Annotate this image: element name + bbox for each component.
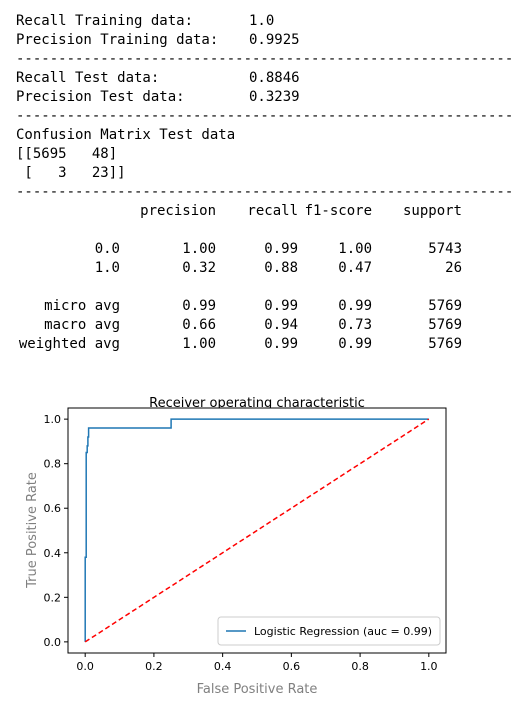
- report-cell: 0.99: [264, 336, 298, 352]
- y-tick-label: 0.4: [44, 547, 62, 560]
- report-row-label: micro avg: [44, 298, 120, 314]
- metric-label: Precision Test data:: [16, 89, 185, 105]
- metric-label: Precision Training data:: [16, 32, 219, 48]
- x-axis: 0.0 0.2 0.4 0.6 0.8 1.0: [76, 653, 438, 673]
- report-row: macro avg 0.66 0.94 0.73 5769: [16, 316, 511, 335]
- x-tick-label: 0.6: [283, 660, 301, 673]
- report-cell: 0.32: [182, 260, 216, 276]
- confusion-title: Confusion Matrix Test data: [16, 127, 236, 143]
- metric-value: 1.0: [249, 13, 275, 29]
- report-cell: 1.00: [338, 241, 372, 257]
- report-row-label: 0.0: [94, 241, 120, 257]
- confusion-line: [[5695 48]: [16, 146, 118, 162]
- x-tick-label: 0.0: [76, 660, 94, 673]
- report-cell: 0.99: [182, 298, 216, 314]
- report-cell: 0.99: [264, 241, 298, 257]
- metric-value: 0.9925: [249, 32, 300, 48]
- roc-chart: Receiver operating characteristic 0.0 0.2…: [25, 396, 447, 697]
- metric-value: 0.8846: [249, 70, 300, 86]
- legend-label: Logistic Regression (auc = 0.99): [254, 625, 432, 638]
- y-tick-label: 0.6: [44, 502, 62, 515]
- y-tick-label: 0.0: [44, 636, 62, 649]
- report-row: weighted avg 1.00 0.99 0.99 5769: [16, 335, 511, 354]
- x-tick-label: 0.8: [351, 660, 369, 673]
- chart-legend: Logistic Regression (auc = 0.99): [217, 616, 441, 646]
- report-cell: 5769: [428, 317, 462, 333]
- report-cell: 1.00: [182, 336, 216, 352]
- metric-label: Recall Training data:: [16, 13, 194, 29]
- confusion-line: [ 3 23]]: [16, 165, 126, 181]
- y-axis-label: True Positive Rate: [25, 472, 40, 589]
- report-cell: 0.99: [264, 298, 298, 314]
- notebook-output: Recall Training data: 1.0 Precision Train…: [16, 12, 511, 354]
- report-row: micro avg 0.99 0.99 0.99 5769: [16, 297, 511, 316]
- metric-row: Recall Training data: 1.0: [16, 12, 511, 31]
- report-cell: 0.99: [338, 336, 372, 352]
- report-row: 0.0 1.00 0.99 1.00 5743: [16, 240, 511, 259]
- report-row: 1.0 0.32 0.88 0.47 26: [16, 259, 511, 278]
- y-tick-label: 1.0: [44, 413, 62, 426]
- report-cell: 0.66: [182, 317, 216, 333]
- report-header: precision recall f1-score support: [16, 202, 511, 221]
- metric-value: 0.3239: [249, 89, 300, 105]
- report-cell: 1.00: [182, 241, 216, 257]
- report-row-label: 1.0: [94, 260, 120, 276]
- x-tick-label: 0.4: [214, 660, 232, 673]
- metric-row: Recall Test data: 0.8846: [16, 69, 511, 88]
- y-axis: 0.0 0.2 0.4 0.6 0.8 1.0: [44, 413, 68, 649]
- legend-box: [217, 616, 441, 646]
- report-row-label: macro avg: [44, 317, 120, 333]
- report-row-label: weighted avg: [18, 336, 120, 352]
- x-tick-label: 1.0: [420, 660, 438, 673]
- report-cell: 26: [445, 260, 462, 276]
- report-header-cell: support: [402, 203, 462, 219]
- report-cell: 0.47: [338, 260, 372, 276]
- report-cell: 0.73: [338, 317, 372, 333]
- x-tick-label: 0.2: [145, 660, 163, 673]
- y-tick-label: 0.8: [44, 458, 62, 471]
- report-cell: 0.88: [264, 260, 298, 276]
- report-cell: 0.94: [264, 317, 298, 333]
- report-header-cell: f1-score: [304, 203, 372, 219]
- metric-row: Precision Training data: 0.9925: [16, 31, 511, 50]
- report-cell: 0.99: [338, 298, 372, 314]
- x-axis-label: False Positive Rate: [197, 682, 318, 697]
- chance-diagonal-line: [84, 418, 430, 643]
- report-header-cell: recall: [247, 203, 298, 219]
- separator: ----------------------------------------…: [16, 51, 511, 67]
- report-cell: 5769: [428, 298, 462, 314]
- metric-row: Precision Test data: 0.3239: [16, 88, 511, 107]
- report-header-cell: precision: [140, 203, 216, 219]
- roc-curve-line: [84, 418, 429, 642]
- report-cell: 5769: [428, 336, 462, 352]
- plot-series: [84, 418, 430, 643]
- separator: ----------------------------------------…: [16, 108, 511, 124]
- metric-label: Recall Test data:: [16, 70, 160, 86]
- y-tick-label: 0.2: [44, 591, 62, 604]
- chart-title: Receiver operating characteristic: [149, 396, 365, 411]
- separator: ----------------------------------------…: [16, 184, 511, 200]
- report-cell: 5743: [428, 241, 462, 257]
